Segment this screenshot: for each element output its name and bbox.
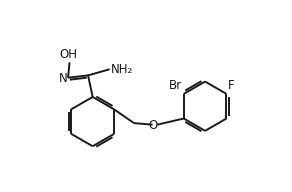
Text: N: N [58,72,67,85]
Text: OH: OH [60,48,78,61]
Text: O: O [148,119,157,132]
Text: F: F [228,79,234,92]
Text: Br: Br [169,79,182,92]
Text: NH₂: NH₂ [110,63,133,76]
